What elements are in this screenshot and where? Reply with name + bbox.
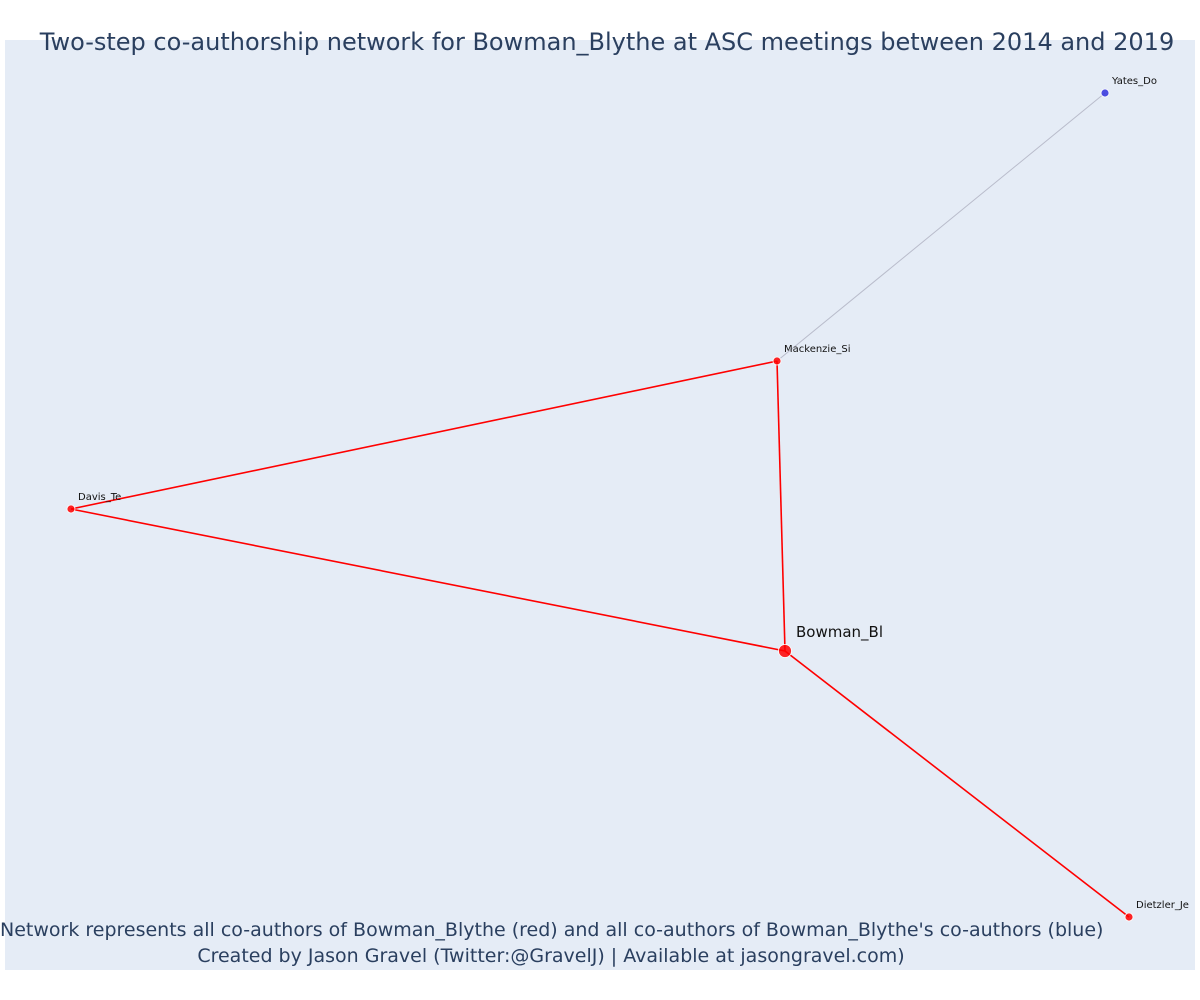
caption-line-1: Network represents all co-authors of Bow…: [0, 919, 1104, 941]
nodes-layer: Bowman_Bl Mackenzie_Si Davis_Te Dietzler_Je…: [66, 76, 1189, 922]
node-marker[interactable]: [778, 644, 792, 658]
node-label: Mackenzie_Si: [784, 344, 850, 355]
edge-bowman_bl-mackenzie_si: [776, 360, 786, 652]
node-marker[interactable]: [66, 504, 76, 514]
edge-bowman_bl-davis_te: [70, 508, 786, 652]
chart-title: Two-step co-authorship network for Bowma…: [39, 28, 1175, 56]
edge-davis_te-mackenzie_si: [70, 360, 778, 510]
edges-layer: [70, 92, 1130, 918]
node-label: Bowman_Bl: [796, 623, 883, 642]
node-marker[interactable]: [772, 356, 782, 366]
node-davis-te[interactable]: Davis_Te: [66, 492, 121, 514]
edge-mackenzie_si-yates_do: [776, 92, 1106, 362]
node-label: Yates_Do: [1111, 76, 1157, 87]
node-marker[interactable]: [1100, 88, 1110, 98]
caption: Network represents all co-authors of Bow…: [0, 917, 1104, 969]
node-dietzler-je[interactable]: Dietzler_Je: [1124, 900, 1189, 922]
node-bowman-bl[interactable]: Bowman_Bl: [778, 623, 884, 658]
node-label: Dietzler_Je: [1136, 900, 1189, 911]
edge-bowman_bl-dietzler_je: [784, 650, 1130, 918]
node-label: Davis_Te: [78, 492, 121, 503]
node-mackenzie-si[interactable]: Mackenzie_Si: [772, 344, 850, 366]
caption-line-2: Created by Jason Gravel (Twitter:@Gravel…: [197, 945, 905, 967]
node-marker[interactable]: [1124, 912, 1134, 922]
node-yates-do[interactable]: Yates_Do: [1100, 76, 1157, 98]
